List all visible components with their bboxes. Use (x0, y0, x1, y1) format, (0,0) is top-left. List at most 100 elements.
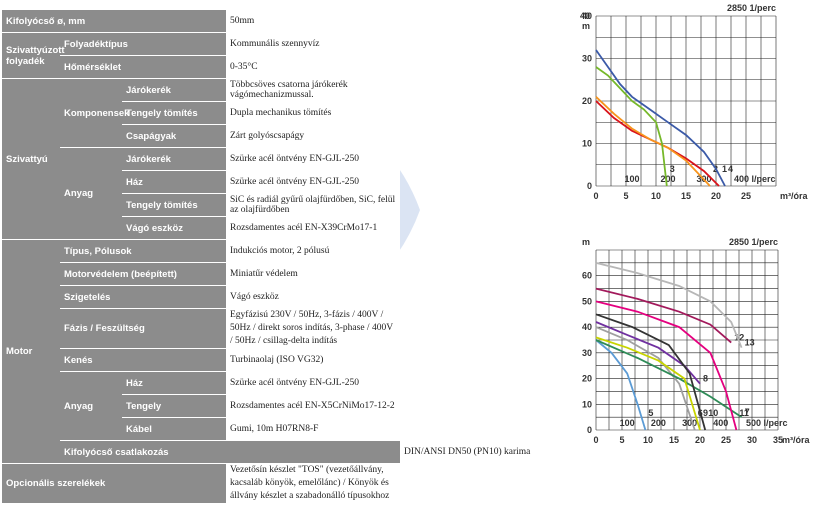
flow-tick-label: 200 (660, 174, 675, 184)
table-row: Kábel Gumi, 10m H07RN8-F (2, 417, 574, 441)
sub-label: Anyag (60, 371, 122, 441)
row-value: Miniatűr védelem (226, 262, 400, 286)
row-value: 50mm (226, 10, 400, 33)
row-label: Tengely (122, 394, 226, 418)
series-line-10 (595, 313, 707, 431)
flow-tick-label: 100 (624, 174, 639, 184)
row-label: Csapágyak (122, 124, 226, 148)
row-value: Indukciós motor, 2 pólusú (226, 239, 400, 263)
group-label: Szivattyú (2, 78, 60, 240)
series-label-9: 9 (703, 408, 708, 418)
row-value: SiC és radiál gyűrű olajfürdőben, SiC, f… (226, 193, 400, 217)
row-label: Szigetelés (60, 285, 226, 309)
row-label: Járókerék (122, 147, 226, 171)
row-value: Turbinaolaj (ISO VG32) (226, 348, 400, 372)
x-tick-label: 0 (593, 191, 598, 201)
row-value: Egyfázisú 230V / 50Hz, 3-fázis / 400V / … (226, 308, 400, 349)
series-label-12: 12 (734, 333, 744, 343)
y-tick-label: 10 (582, 399, 592, 409)
flow-tick-label: 400 (713, 418, 728, 428)
table-row: Anyag Járókerék Szürke acél öntvény EN-G… (2, 147, 574, 240)
row-label: Ház (122, 371, 226, 395)
row-label: Járókerék (122, 78, 226, 102)
y-tick-label: 10 (582, 139, 592, 149)
x-tick-label: 10 (651, 191, 661, 201)
table-row: Ház Szürke acél öntvény EN-GJL-250 (2, 170, 574, 194)
row-value: Rozsdamentes acél EN-X5CrNiMo17-12-2 (226, 394, 400, 418)
flow-tick-label: 300 (682, 418, 697, 428)
table-row: Csapágyak Zárt golyóscsapágy (2, 124, 574, 148)
row-label: Kábel (122, 417, 226, 441)
series-line-7 (595, 339, 743, 418)
y-axis-label: m (582, 21, 590, 31)
y-tick-label: 40 (582, 322, 592, 332)
series-label-13: 13 (745, 338, 755, 348)
y-tick-label: 40 (580, 11, 590, 21)
x-tick-label: 25 (721, 435, 731, 445)
x-tick-label: 15 (669, 435, 679, 445)
row-value: Dupla mechanikus tömítés (226, 101, 400, 125)
series-line-4 (595, 49, 726, 187)
x-tick-label: 0 (593, 435, 598, 445)
x-tick-label: 10 (643, 435, 653, 445)
x-tick-label: 25 (741, 191, 751, 201)
flow-tick-label: 200 (651, 418, 666, 428)
y-tick-label: 50 (582, 296, 592, 306)
series-label-1: 1 (722, 164, 727, 174)
y-tick-label: 0 (587, 181, 592, 191)
row-label: Kenés (60, 348, 226, 372)
series-label-5: 5 (648, 408, 653, 418)
row-label: Típus, Pólusok (60, 239, 226, 263)
row-value: DIN/ANSI DN50 (PN10) karima (400, 440, 574, 464)
y-axis-label: m (582, 237, 590, 247)
row-label: Kifolyócső csatlakozás (60, 440, 400, 464)
y-tick-label: 60 (582, 271, 592, 281)
y-tick-label: 20 (582, 374, 592, 384)
series-line-8 (595, 321, 701, 385)
row-label: Motorvédelem (beépített) (60, 262, 226, 286)
table-row: Kifolyócső csatlakozás DIN/ANSI DN50 (PN… (2, 440, 574, 464)
series-label-7: 7 (745, 407, 750, 417)
chart-title: 2850 1/perc (729, 237, 778, 247)
row-value: 0-35°C (226, 55, 400, 79)
table-row: Tengely Rozsdamentes acél EN-X5CrNiMo17-… (2, 394, 574, 418)
chart-title: 2850 1/perc (727, 4, 776, 13)
group-label: Szivattyúzott folyadék (2, 32, 65, 79)
y-tick-label: 20 (582, 96, 592, 106)
series-line-9 (595, 336, 701, 431)
y-tick-label: 30 (582, 54, 592, 64)
row-label: Tengely tömítés (122, 193, 226, 217)
table-row: Kifolyócső ø, mm 50mm (2, 10, 574, 33)
row-value: Vágó eszköz (226, 285, 400, 309)
y-tick-label: 30 (582, 348, 592, 358)
x-tick-label: 20 (711, 191, 721, 201)
table-row: Szivattyúzott folyadék Folyadéktípus Kom… (2, 32, 574, 79)
table-row: Motorvédelem (beépített) Miniatűr védele… (2, 262, 574, 286)
x-tick-label: 35 (773, 435, 783, 445)
row-value: Rozsdamentes acél EN-X39CrMo17-1 (226, 216, 400, 240)
x-tick-label: 30 (747, 435, 757, 445)
flow-tick-label: 400 l/perc (734, 174, 776, 184)
sub-label: Anyag (60, 147, 122, 240)
x-tick-label: 5 (623, 191, 628, 201)
series-line-12 (595, 287, 732, 344)
row-label: Tengely tömítés (122, 101, 226, 125)
y-tick-label: 0 (587, 425, 592, 435)
row-value: Gumi, 10m H07RN8-F (226, 417, 400, 441)
row-label: Kifolyócső ø, mm (2, 10, 226, 33)
series-label-3: 3 (670, 164, 675, 174)
series-label-4: 4 (728, 164, 733, 174)
group-label: Motor (2, 239, 60, 464)
row-label: Vágó eszköz (122, 216, 226, 240)
series-label-10: 10 (708, 408, 718, 418)
x-axis-unit: m³/óra (782, 435, 811, 445)
row-label: Fázis / Feszültség (60, 308, 226, 349)
x-tick-label: 20 (695, 435, 705, 445)
row-value: Zárt golyóscsapágy (226, 124, 400, 148)
series-line-11 (595, 300, 738, 431)
row-value: Szürke acél öntvény EN-GJL-250 (226, 147, 400, 171)
table-row: Hőmérséklet 0-35°C (2, 55, 574, 79)
row-value: Szürke acél öntvény EN-GJL-250 (226, 371, 400, 395)
